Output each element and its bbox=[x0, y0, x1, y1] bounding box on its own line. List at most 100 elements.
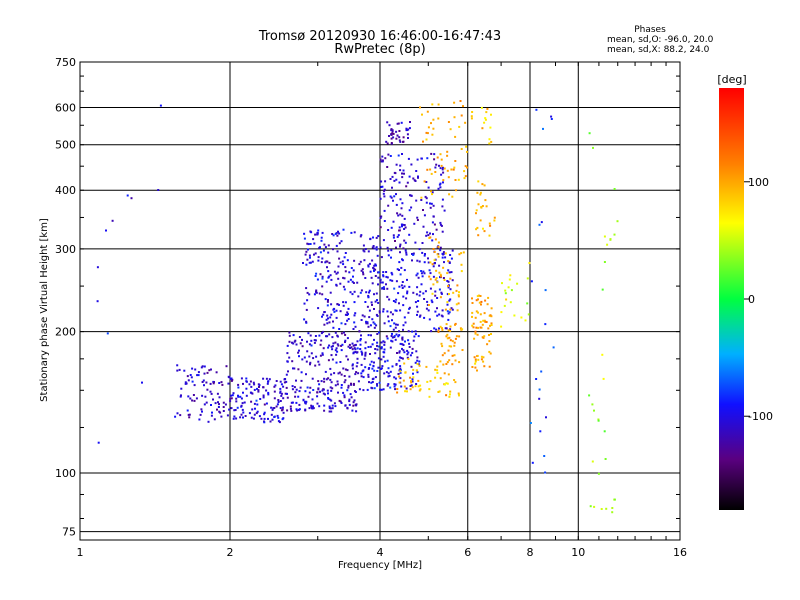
data-point bbox=[303, 232, 306, 235]
data-point bbox=[295, 388, 298, 391]
data-point bbox=[339, 261, 342, 264]
data-point bbox=[434, 262, 436, 264]
data-point bbox=[241, 402, 244, 405]
data-point bbox=[329, 291, 332, 294]
data-point bbox=[327, 377, 330, 380]
data-point bbox=[359, 235, 362, 238]
data-point bbox=[421, 251, 424, 254]
data-point bbox=[367, 264, 370, 267]
data-point bbox=[325, 318, 328, 321]
data-point bbox=[245, 394, 248, 397]
data-point bbox=[428, 395, 431, 398]
data-point bbox=[362, 244, 365, 247]
data-point bbox=[449, 308, 452, 311]
data-point bbox=[358, 263, 361, 266]
data-point bbox=[601, 288, 604, 291]
data-point bbox=[301, 338, 303, 341]
data-point bbox=[394, 301, 397, 304]
data-point bbox=[403, 385, 406, 388]
data-point bbox=[399, 370, 402, 373]
data-point bbox=[457, 392, 460, 395]
data-point bbox=[439, 182, 442, 185]
data-point bbox=[178, 368, 181, 371]
data-point bbox=[361, 268, 364, 271]
data-point bbox=[270, 413, 273, 416]
data-point bbox=[441, 230, 444, 233]
data-point bbox=[402, 344, 405, 346]
data-point bbox=[482, 360, 485, 363]
data-point bbox=[266, 382, 269, 385]
data-point bbox=[326, 304, 329, 307]
data-point bbox=[483, 365, 486, 368]
data-point bbox=[310, 344, 313, 347]
data-point bbox=[213, 418, 216, 421]
data-point bbox=[414, 330, 417, 333]
data-point bbox=[403, 362, 406, 365]
data-point bbox=[369, 363, 372, 366]
data-point bbox=[342, 285, 345, 288]
data-point bbox=[418, 260, 421, 263]
data-point bbox=[417, 379, 420, 382]
data-point bbox=[327, 317, 329, 320]
data-point bbox=[332, 248, 334, 251]
data-point bbox=[347, 358, 349, 361]
data-point bbox=[375, 248, 378, 251]
data-point bbox=[404, 371, 407, 374]
data-point bbox=[384, 180, 387, 183]
data-point bbox=[396, 235, 399, 238]
data-point bbox=[436, 307, 438, 310]
data-point bbox=[437, 117, 440, 120]
data-point bbox=[350, 231, 353, 234]
data-point bbox=[489, 314, 492, 317]
data-point bbox=[342, 367, 345, 370]
data-point bbox=[378, 381, 381, 384]
data-point bbox=[593, 505, 596, 508]
data-point bbox=[291, 360, 294, 363]
data-point bbox=[287, 370, 289, 373]
data-point bbox=[401, 357, 404, 360]
data-point bbox=[216, 408, 218, 411]
data-point bbox=[378, 311, 381, 314]
data-point bbox=[174, 415, 177, 418]
data-point bbox=[588, 132, 591, 135]
data-point bbox=[253, 383, 256, 386]
data-point bbox=[399, 273, 402, 276]
data-point bbox=[344, 333, 347, 336]
data-point bbox=[317, 307, 320, 310]
data-point bbox=[383, 209, 386, 212]
data-point bbox=[425, 197, 428, 200]
data-point bbox=[412, 291, 415, 294]
data-point bbox=[252, 381, 255, 384]
data-point bbox=[191, 399, 194, 402]
data-point bbox=[405, 253, 408, 256]
data-point bbox=[232, 392, 235, 395]
data-point bbox=[433, 153, 436, 156]
data-point bbox=[399, 365, 402, 368]
data-point bbox=[408, 209, 411, 212]
data-point bbox=[382, 388, 385, 391]
data-point bbox=[311, 407, 314, 410]
data-point bbox=[371, 282, 374, 285]
data-point bbox=[428, 388, 431, 391]
data-point bbox=[321, 315, 323, 318]
data-point bbox=[436, 365, 439, 368]
data-point bbox=[343, 277, 346, 280]
data-point bbox=[613, 188, 616, 190]
data-point bbox=[448, 336, 451, 339]
data-point bbox=[201, 410, 203, 413]
data-point bbox=[449, 254, 452, 256]
data-point bbox=[347, 345, 350, 348]
y-tick-label: 200 bbox=[55, 326, 76, 339]
data-point bbox=[373, 369, 376, 372]
data-point bbox=[399, 169, 402, 172]
data-point bbox=[227, 382, 230, 385]
data-point bbox=[314, 233, 317, 236]
data-point bbox=[193, 399, 196, 402]
data-point bbox=[544, 471, 547, 474]
data-point bbox=[616, 220, 619, 223]
data-point bbox=[410, 381, 413, 384]
data-point bbox=[464, 165, 467, 168]
data-point bbox=[354, 390, 356, 393]
data-point bbox=[371, 259, 374, 262]
data-point bbox=[412, 339, 415, 342]
